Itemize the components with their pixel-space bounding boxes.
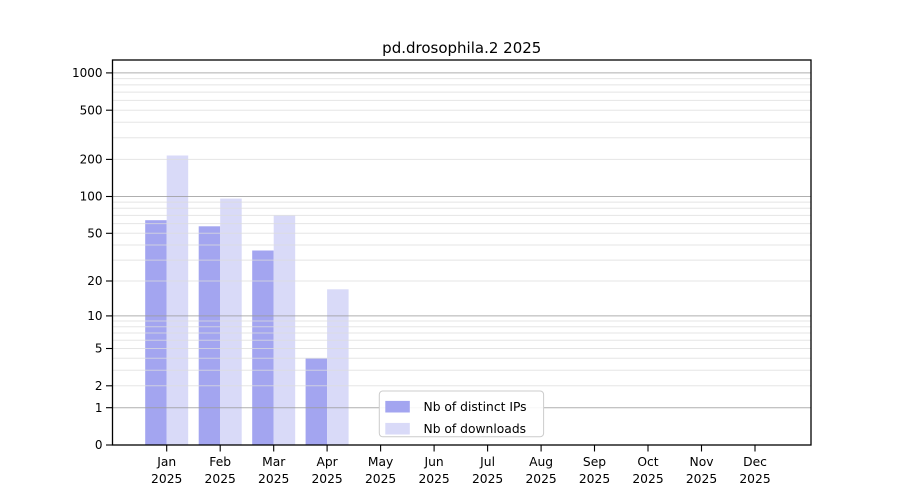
y-tick-label-100: 100 bbox=[80, 190, 103, 204]
y-tick-label-1: 1 bbox=[95, 401, 103, 415]
y-tick-label-5: 5 bbox=[95, 342, 103, 356]
bars-layer bbox=[145, 155, 349, 445]
bar-feb-distinct-ips bbox=[198, 226, 221, 445]
tick-labels-layer: 0 1 2 5 10 20 50 100 200 500 1000 Jan 2025 Feb 2025 Mar… bbox=[72, 66, 771, 486]
x-tick-label-month-dec: Dec bbox=[743, 455, 767, 469]
legend-label-downloads: Nb of downloads bbox=[424, 422, 527, 436]
bar-mar-distinct-ips bbox=[252, 250, 274, 445]
x-tick-label-month-jan: Jan bbox=[156, 455, 176, 469]
legend: Nb of distinct IPs Nb of downloads bbox=[378, 390, 545, 438]
x-tick-label-year: 2025 bbox=[472, 472, 503, 486]
ips-swatch bbox=[385, 400, 410, 413]
x-tick-label-year: 2025 bbox=[365, 472, 396, 486]
x-tick-label-year: 2025 bbox=[205, 472, 236, 486]
legend-box bbox=[378, 390, 545, 438]
y-tick-label-1000: 1000 bbox=[72, 66, 103, 80]
x-tick-label-month-oct: Oct bbox=[637, 455, 658, 469]
x-tick-label-month-may: May bbox=[368, 455, 393, 469]
bar-apr-downloads bbox=[327, 289, 349, 445]
y-tick-label-200: 200 bbox=[80, 153, 103, 167]
bar-jan-downloads bbox=[166, 155, 189, 445]
x-tick-label-year: 2025 bbox=[151, 472, 182, 486]
x-tick-label-month-aug: Aug bbox=[529, 455, 553, 469]
y-tick-label-500: 500 bbox=[80, 103, 103, 117]
x-tick-label-year: 2025 bbox=[739, 472, 770, 486]
x-tick-label-month-apr: Apr bbox=[316, 455, 338, 469]
gridlines-layer bbox=[112, 72, 811, 409]
chart-title: pd.drosophila.2 2025 bbox=[382, 39, 541, 57]
plot-frame bbox=[111, 59, 812, 446]
x-tick-label-year: 2025 bbox=[525, 472, 556, 486]
x-tick-label-year: 2025 bbox=[418, 472, 449, 486]
x-tick-label-month-sep: Sep bbox=[583, 455, 606, 469]
x-tick-label-year: 2025 bbox=[686, 472, 717, 486]
x-tick-label-year: 2025 bbox=[258, 472, 289, 486]
downloads-swatch bbox=[385, 422, 410, 435]
y-tick-label-50: 50 bbox=[87, 227, 102, 241]
x-tick-label-month-jul: Jul bbox=[479, 455, 495, 469]
y-tick-label-2: 2 bbox=[95, 379, 103, 393]
x-tick-label-year: 2025 bbox=[632, 472, 663, 486]
y-tick-label-0: 0 bbox=[95, 438, 103, 452]
x-tick-label-month-feb: Feb bbox=[209, 455, 231, 469]
x-tick-label-month-nov: Nov bbox=[690, 455, 714, 469]
x-tick-label-year: 2025 bbox=[579, 472, 610, 486]
bar-mar-downloads bbox=[273, 215, 296, 445]
axes-layer bbox=[106, 59, 812, 452]
x-tick-label-month-mar: Mar bbox=[262, 455, 286, 469]
x-tick-label-year: 2025 bbox=[311, 472, 342, 486]
y-tick-label-20: 20 bbox=[87, 274, 102, 288]
bar-apr-distinct-ips bbox=[305, 358, 328, 445]
x-tick-label-month-jun: Jun bbox=[423, 455, 443, 469]
y-tick-label-10: 10 bbox=[87, 309, 102, 323]
legend-label-distinct-ips: Nb of distinct IPs bbox=[424, 400, 527, 414]
